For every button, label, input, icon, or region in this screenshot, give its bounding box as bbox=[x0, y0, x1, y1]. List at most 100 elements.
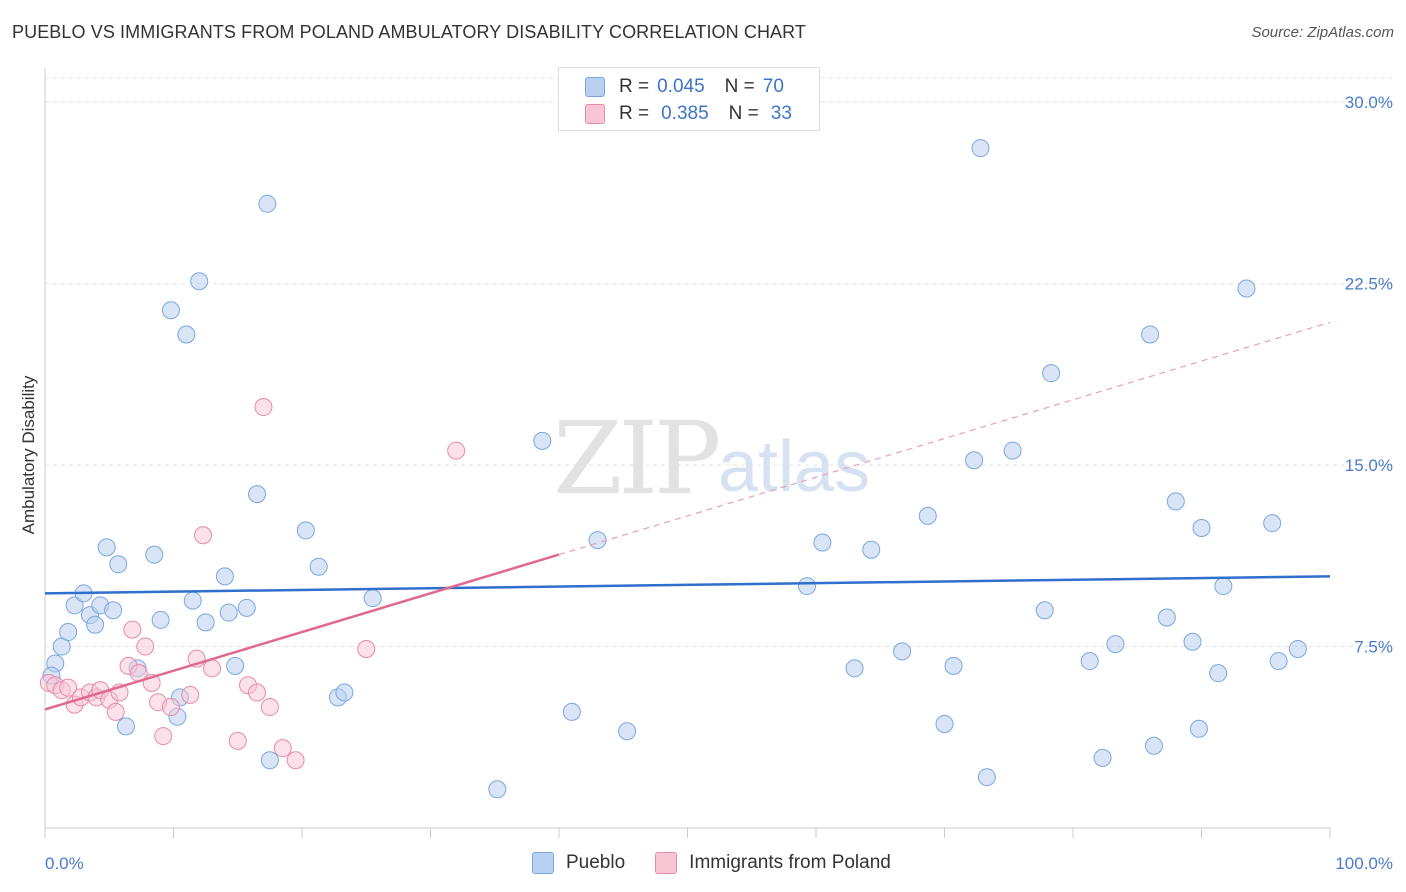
poland-swatch-icon bbox=[585, 104, 605, 124]
legend-n-label: N = bbox=[728, 103, 759, 124]
legend-n-label: N = bbox=[724, 76, 755, 97]
legend-label-poland: Immigrants from Poland bbox=[689, 852, 891, 873]
legend-n-value-pueblo: 70 bbox=[762, 76, 784, 97]
pueblo-point bbox=[161, 301, 180, 320]
pueblo-point bbox=[177, 325, 196, 344]
pueblo-point bbox=[618, 722, 637, 741]
poland-point bbox=[447, 441, 466, 460]
x-tick-label-end: 100.0% bbox=[1335, 854, 1393, 873]
pueblo-point bbox=[1144, 736, 1163, 755]
poland-point bbox=[123, 620, 142, 639]
legend-r-value-pueblo: 0.045 bbox=[657, 76, 705, 97]
poland-point bbox=[194, 526, 213, 545]
pueblo-point bbox=[944, 656, 963, 675]
pueblo-point bbox=[215, 567, 234, 586]
poland-point bbox=[273, 739, 292, 758]
pueblo-point bbox=[258, 194, 277, 213]
pueblo-point bbox=[798, 577, 817, 596]
pueblo-trend-line bbox=[44, 575, 1331, 595]
pueblo-point bbox=[59, 623, 78, 642]
poland-point bbox=[154, 727, 173, 746]
pueblo-point bbox=[219, 603, 238, 622]
poland-point bbox=[254, 398, 273, 417]
pueblo-point bbox=[116, 717, 135, 736]
y-tick-label: 7.5% bbox=[1354, 638, 1393, 657]
pueblo-point bbox=[226, 656, 245, 675]
poland-trend-extension bbox=[558, 321, 1331, 556]
poland-point bbox=[357, 639, 376, 658]
poland-point bbox=[260, 698, 279, 717]
poland-point bbox=[136, 637, 155, 656]
pueblo-point bbox=[1106, 635, 1125, 654]
legend-item-pueblo[interactable]: Pueblo bbox=[532, 852, 625, 874]
x-tick-label-start: 0.0% bbox=[45, 854, 84, 873]
legend-r-value-poland: 0.385 bbox=[661, 103, 709, 124]
pueblo-legend-icon bbox=[532, 852, 554, 874]
pueblo-point bbox=[1189, 719, 1208, 738]
poland-point bbox=[203, 659, 222, 678]
poland-point bbox=[286, 751, 305, 770]
pueblo-point bbox=[1192, 519, 1211, 537]
pueblo-point bbox=[1183, 632, 1202, 651]
pueblo-point bbox=[918, 506, 937, 525]
pueblo-point bbox=[1093, 748, 1112, 767]
pueblo-point bbox=[97, 538, 116, 557]
pueblo-point bbox=[151, 610, 170, 629]
pueblo-point bbox=[488, 780, 507, 799]
pueblo-point bbox=[363, 589, 382, 608]
pueblo-point bbox=[1214, 577, 1233, 596]
poland-point bbox=[228, 731, 247, 750]
pueblo-point bbox=[845, 659, 864, 678]
pueblo-point bbox=[1035, 601, 1054, 620]
legend-r-label: R = bbox=[619, 103, 650, 124]
pueblo-point bbox=[1157, 608, 1176, 627]
pueblo-point bbox=[1237, 279, 1256, 298]
pueblo-point bbox=[1263, 514, 1282, 533]
pueblo-point bbox=[533, 431, 552, 450]
pueblo-point bbox=[109, 555, 128, 574]
pueblo-point bbox=[562, 702, 581, 721]
pueblo-point bbox=[977, 768, 996, 787]
y-axis-title: Ambulatory Disability bbox=[19, 375, 38, 534]
chart-title: PUEBLO VS IMMIGRANTS FROM POLAND AMBULAT… bbox=[12, 22, 807, 42]
poland-legend-icon bbox=[655, 852, 678, 874]
pueblo-point bbox=[65, 596, 84, 615]
pueblo-point bbox=[296, 521, 315, 540]
series-legend: Pueblo Immigrants from Poland bbox=[532, 852, 921, 874]
y-tick-label: 15.0% bbox=[1345, 456, 1393, 475]
legend-r-label: R = bbox=[619, 76, 650, 97]
pueblo-point bbox=[1003, 441, 1022, 460]
pueblo-point bbox=[1042, 364, 1061, 383]
pueblo-point bbox=[1080, 652, 1099, 671]
pueblo-point bbox=[183, 591, 202, 610]
y-tick-label: 22.5% bbox=[1345, 275, 1393, 294]
pueblo-point bbox=[190, 272, 209, 291]
poland-point bbox=[106, 702, 125, 721]
pueblo-point bbox=[588, 531, 607, 550]
pueblo-point bbox=[335, 683, 354, 702]
poland-point bbox=[59, 678, 78, 697]
watermark-zip: ZIP bbox=[553, 400, 721, 517]
poland-point bbox=[181, 685, 200, 704]
source-label: Source: ZipAtlas.com bbox=[1251, 24, 1394, 41]
pueblo-point bbox=[862, 540, 881, 559]
poland-point bbox=[248, 683, 267, 702]
legend-row-pueblo: R = 0.045 N = 70 bbox=[585, 75, 784, 99]
pueblo-point bbox=[196, 613, 215, 632]
pueblo-swatch-icon bbox=[585, 77, 605, 97]
pueblo-point bbox=[86, 615, 105, 634]
poland-trend-line bbox=[44, 553, 560, 711]
pueblo-point bbox=[965, 451, 984, 470]
pueblo-point bbox=[971, 139, 990, 158]
pueblo-point bbox=[145, 545, 164, 564]
pueblo-point bbox=[935, 714, 954, 733]
y-tick-label: 30.0% bbox=[1345, 93, 1393, 112]
legend-n-value-poland: 33 bbox=[770, 103, 792, 124]
pueblo-point bbox=[1209, 664, 1228, 683]
legend-label-pueblo: Pueblo bbox=[566, 852, 626, 873]
legend-item-poland[interactable]: Immigrants from Poland bbox=[655, 852, 891, 874]
pueblo-point bbox=[309, 557, 328, 576]
pueblo-point bbox=[104, 601, 123, 620]
correlation-legend: R = 0.045 N = 70 R = 0.385 N = 33 bbox=[558, 67, 820, 131]
